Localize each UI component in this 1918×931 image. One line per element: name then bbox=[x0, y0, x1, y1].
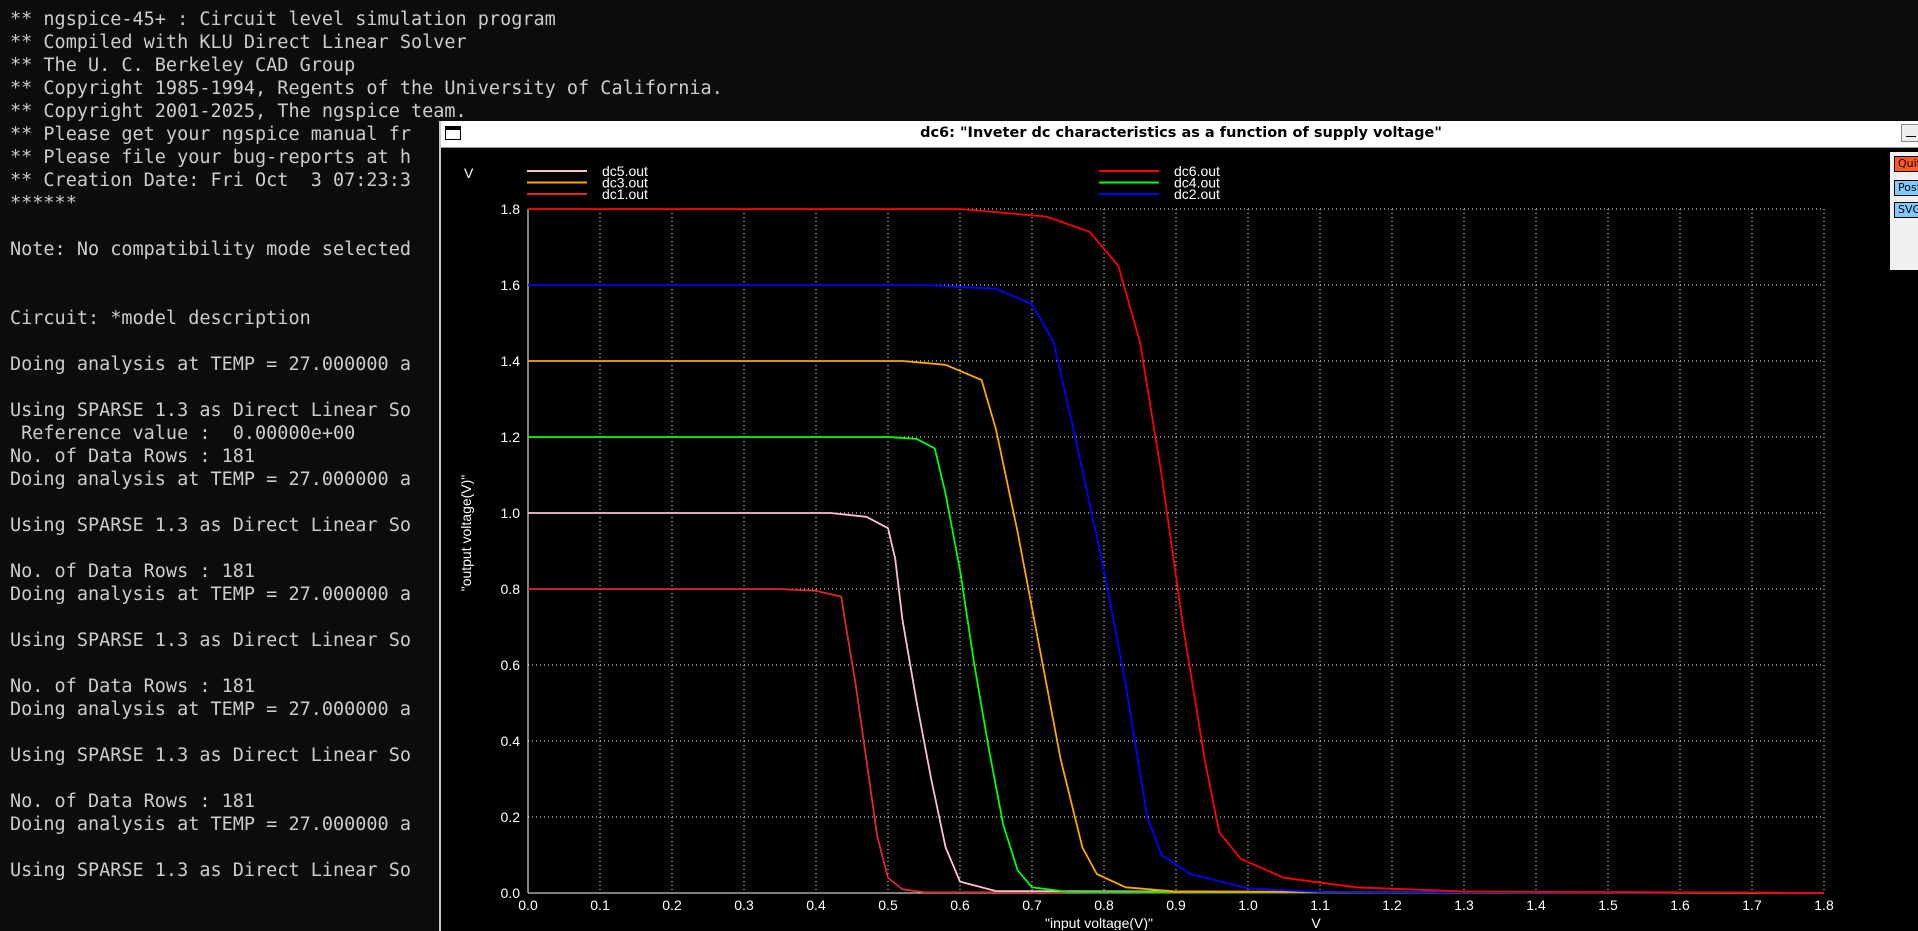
terminal-line: Using SPARSE 1.3 as Direct Linear So bbox=[10, 860, 411, 881]
terminal-line: ****** bbox=[10, 193, 77, 214]
terminal-line: ** ngspice-45+ : Circuit level simulatio… bbox=[10, 9, 556, 30]
terminal-line: Doing analysis at TEMP = 27.000000 a bbox=[10, 699, 411, 720]
terminal-line: Reference value : 0.00000e+00 bbox=[10, 423, 356, 444]
x-tick-label: 0.5 bbox=[878, 897, 898, 913]
x-tick-label: 1.3 bbox=[1454, 897, 1474, 913]
terminal-line: No. of Data Rows : 181 bbox=[10, 791, 256, 812]
plot-window: dc6: "Inveter dc characteristics as a fu… bbox=[439, 121, 1918, 931]
terminal-line: Using SPARSE 1.3 as Direct Linear So bbox=[10, 630, 411, 651]
x-tick-label: 0.0 bbox=[518, 897, 538, 913]
tick-labels: 0.0 0.1 0.2 0.3 0.4 0.5 0.6 0.7 0.8 0.9 1.0 1.1 1.2 1… bbox=[501, 201, 1834, 913]
x-tick-label: 0.9 bbox=[1166, 897, 1186, 913]
legend-label: dc6.out bbox=[1174, 163, 1220, 179]
series-line-dc1-out bbox=[528, 588, 1825, 894]
legend-label: dc3.out bbox=[602, 175, 648, 191]
terminal-line: ** The U. C. Berkeley CAD Group bbox=[10, 55, 356, 76]
svg-button[interactable]: SVG bbox=[1894, 202, 1918, 218]
grid bbox=[527, 208, 1825, 894]
y-tick-label: 1.8 bbox=[501, 201, 521, 217]
x-tick-label: 1.1 bbox=[1310, 897, 1330, 913]
x-tick-label: 0.1 bbox=[590, 897, 610, 913]
terminal-line: Note: No compatibility mode selected bbox=[10, 239, 411, 260]
terminal-line: Doing analysis at TEMP = 27.000000 a bbox=[10, 469, 411, 490]
terminal-line: ** Creation Date: Fri Oct 3 07:23:3 bbox=[10, 170, 411, 191]
y-axis-label: "output voltage(V)" bbox=[458, 475, 474, 592]
plot-button-panel: Quit PostScript SVG bbox=[1890, 152, 1918, 270]
x-tick-label: 1.8 bbox=[1814, 897, 1834, 913]
terminal-line: No. of Data Rows : 181 bbox=[10, 676, 256, 697]
x-tick-label: 0.4 bbox=[806, 897, 826, 913]
window-title: dc6: "Inveter dc characteristics as a fu… bbox=[920, 125, 1442, 141]
terminal-line: Using SPARSE 1.3 as Direct Linear So bbox=[10, 515, 411, 536]
y-tick-label: 1.2 bbox=[501, 429, 521, 445]
plot-area: 0.0 0.1 0.2 0.3 0.4 0.5 0.6 0.7 0.8 0.9 1.0 1.1 1.2 1… bbox=[458, 163, 1834, 930]
minimize-button[interactable] bbox=[1901, 124, 1918, 142]
y-tick-label: 0.2 bbox=[501, 809, 521, 825]
legend-label: dc5.out bbox=[602, 163, 648, 179]
terminal-line: Doing analysis at TEMP = 27.000000 a bbox=[10, 814, 411, 835]
y-tick-label: 0.8 bbox=[501, 581, 521, 597]
x-tick-label: 1.6 bbox=[1670, 897, 1690, 913]
x-tick-label: 0.7 bbox=[1022, 897, 1042, 913]
terminal-line: ** Copyright 2001-2025, The ngspice team… bbox=[10, 101, 467, 122]
x-axis-label: "input voltage(V)" bbox=[1045, 915, 1153, 930]
y-tick-label: 0.4 bbox=[501, 733, 521, 749]
terminal-line: Using SPARSE 1.3 as Direct Linear So bbox=[10, 745, 411, 766]
legend-label: dc4.out bbox=[1174, 175, 1220, 191]
terminal-line: Circuit: *model description bbox=[10, 308, 311, 329]
series-line-dc5-out bbox=[528, 512, 1825, 894]
x-tick-label: 1.0 bbox=[1238, 897, 1258, 913]
legend-label: dc1.out bbox=[602, 186, 648, 202]
legend-label: dc2.out bbox=[1174, 186, 1220, 202]
series-line-dc6-out bbox=[528, 208, 1825, 894]
window-icon[interactable] bbox=[445, 126, 461, 140]
x-tick-label: 1.4 bbox=[1526, 897, 1546, 913]
x-tick-label: 0.8 bbox=[1094, 897, 1114, 913]
terminal-line: Doing analysis at TEMP = 27.000000 a bbox=[10, 584, 411, 605]
y-tick-label: 0.0 bbox=[501, 885, 521, 901]
series-lines bbox=[528, 208, 1825, 894]
series-line-dc2-out bbox=[528, 284, 1825, 894]
terminal-line: ** Please file your bug-reports at h bbox=[10, 147, 411, 168]
x-tick-label: 0.2 bbox=[662, 897, 682, 913]
terminal-line: ** Please get your ngspice manual fr bbox=[10, 124, 411, 145]
terminal-line: No. of Data Rows : 181 bbox=[10, 561, 256, 582]
terminal-line: ** Copyright 1985-1994, Regents of the U… bbox=[10, 78, 723, 99]
terminal-line: Using SPARSE 1.3 as Direct Linear So bbox=[10, 400, 411, 421]
series-line-dc4-out bbox=[528, 436, 1825, 894]
x-tick-label: 0.6 bbox=[950, 897, 970, 913]
x-tick-label: 1.2 bbox=[1382, 897, 1402, 913]
y-tick-label: 1.0 bbox=[501, 505, 521, 521]
y-tick-label: 1.6 bbox=[501, 277, 521, 293]
plot-window-titlebar[interactable]: dc6: "Inveter dc characteristics as a fu… bbox=[441, 121, 1918, 148]
series-line-dc3-out bbox=[528, 360, 1825, 894]
postscript-button[interactable]: PostScript bbox=[1894, 180, 1918, 196]
y-axis-unit: V bbox=[464, 165, 474, 181]
x-axis-unit: V bbox=[1311, 915, 1321, 930]
terminal-line: ** Compiled with KLU Direct Linear Solve… bbox=[10, 32, 467, 53]
x-tick-label: 1.7 bbox=[1742, 897, 1762, 913]
y-tick-label: 0.6 bbox=[501, 657, 521, 673]
terminal-line: No. of Data Rows : 181 bbox=[10, 446, 256, 467]
x-tick-label: 1.5 bbox=[1598, 897, 1618, 913]
quit-button[interactable]: Quit bbox=[1894, 156, 1918, 172]
x-tick-label: 0.3 bbox=[734, 897, 754, 913]
terminal-line: Doing analysis at TEMP = 27.000000 a bbox=[10, 354, 411, 375]
y-tick-label: 1.4 bbox=[501, 353, 521, 369]
